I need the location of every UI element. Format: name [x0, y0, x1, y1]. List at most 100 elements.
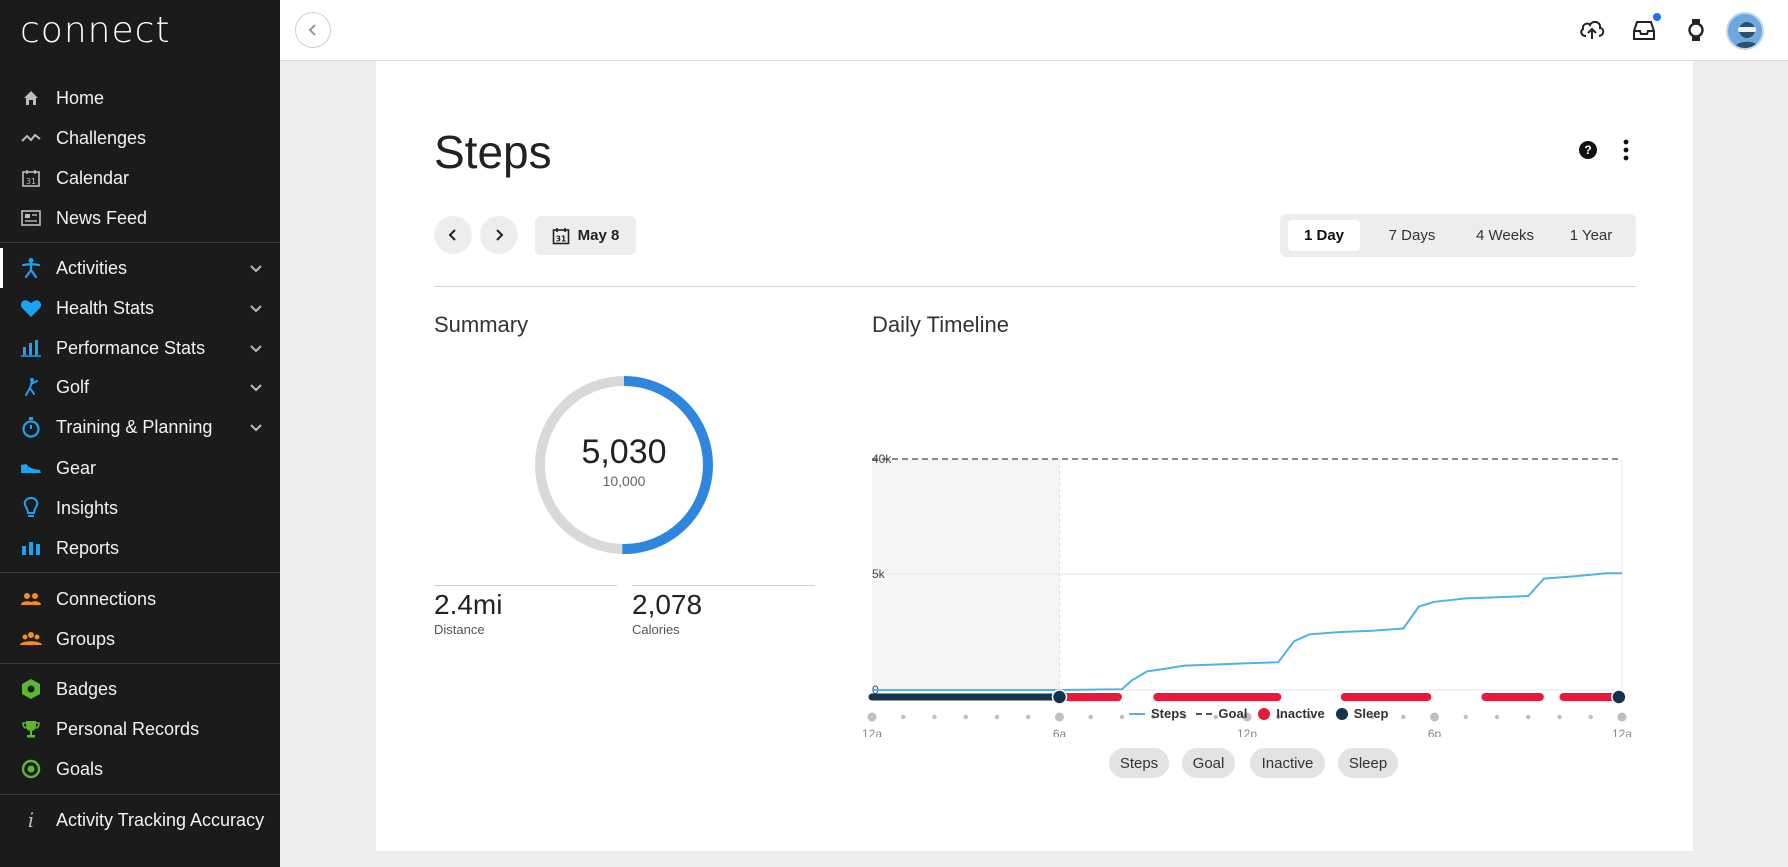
x-tick-label: 6p [1428, 727, 1442, 737]
hour-dot [1369, 714, 1375, 720]
range-selector: 1 Day 7 Days 4 Weeks 1 Year [1280, 214, 1636, 257]
sidebar-item-connections[interactable]: Connections [0, 579, 280, 619]
sidebar-divider [0, 572, 280, 573]
collapse-sidebar-button[interactable] [295, 12, 331, 48]
notification-dot [1653, 13, 1661, 21]
challenges-icon [20, 127, 42, 149]
sidebar-divider [0, 242, 280, 243]
tab-1-year[interactable]: 1 Year [1569, 227, 1613, 244]
chevron-down-icon[interactable] [248, 379, 264, 395]
sidebar-divider [0, 663, 280, 664]
sidebar-item-label: Connections [56, 588, 157, 609]
chevron-down-icon[interactable] [248, 260, 264, 276]
inbox-icon[interactable] [1630, 13, 1661, 44]
summary-title: Summary [434, 312, 529, 337]
sidebar-item-performance-stats[interactable]: Performance Stats [0, 328, 280, 368]
hour-dot [1242, 712, 1252, 722]
date-picker-button[interactable]: 31 May 8 [535, 216, 636, 255]
hour-dot [1463, 714, 1468, 720]
connections-icon [20, 588, 42, 610]
filter-goal-button[interactable]: Goal [1182, 748, 1235, 778]
sidebar-item-label: News Feed [56, 207, 148, 228]
steps-count: 5,030 [581, 433, 667, 471]
stopwatch-icon [20, 416, 42, 438]
previous-day-button[interactable] [434, 216, 472, 254]
shoe-icon [20, 457, 42, 479]
sidebar-item-insights[interactable]: Insights [0, 488, 280, 528]
sidebar-item-label: Reports [56, 537, 120, 558]
tab-4-weeks[interactable]: 4 Weeks [1475, 227, 1535, 244]
distance-label: Distance [434, 622, 485, 637]
calories-value: 2,078 [632, 589, 703, 620]
legend-inactive: Inactive [1276, 706, 1325, 721]
sidebar-item-badges[interactable]: Badges [0, 669, 280, 709]
page-title: Steps [434, 126, 552, 178]
watch-icon[interactable] [1682, 16, 1710, 44]
hour-dot [1276, 714, 1281, 720]
lightbulb-icon [20, 497, 42, 519]
upload-icon[interactable] [1578, 16, 1606, 44]
ring-progress [535, 376, 713, 554]
chevron-down-icon[interactable] [248, 419, 264, 435]
heart-icon [20, 297, 42, 319]
filter-inactive-button[interactable]: Inactive [1250, 748, 1325, 778]
sidebar-item-activity-tracking-accuracy[interactable]: i Activity Tracking Accuracy [0, 800, 280, 840]
sidebar-item-label: Badges [56, 678, 118, 699]
sidebar-item-calendar[interactable]: 31 Calendar [0, 158, 280, 198]
sidebar-item-reports[interactable]: Reports [0, 528, 280, 568]
connect-logo[interactable]: connect [20, 10, 171, 51]
sleep-start-marker-icon [1611, 689, 1627, 705]
hour-dot [1055, 712, 1064, 722]
svg-text:31: 31 [26, 177, 36, 186]
x-tick-label: 12p [1237, 727, 1257, 737]
sleep-legend-swatch [1335, 707, 1348, 720]
sidebar-item-challenges[interactable]: Challenges [0, 118, 280, 158]
legend-steps: Steps [1151, 706, 1187, 721]
sidebar-item-label: Personal Records [56, 718, 200, 739]
hour-dot [994, 714, 1000, 720]
sidebar-item-groups[interactable]: Groups [0, 619, 280, 659]
sidebar-item-activities[interactable]: Activities [0, 248, 280, 288]
sidebar-item-golf[interactable]: Golf [0, 367, 280, 407]
steps-progress-ring [535, 376, 713, 554]
steps-card: Steps ? 31 May 8 1 Day 7 Days 4 Weeks 1 … [376, 61, 1693, 851]
steps-goal: 10,000 [602, 473, 646, 489]
more-options-icon[interactable] [1621, 139, 1631, 161]
filter-sleep-button[interactable]: Sleep [1338, 748, 1398, 778]
tab-1-day[interactable]: 1 Day [1288, 220, 1360, 251]
inactive-legend-swatch [1258, 707, 1271, 720]
help-icon[interactable]: ? [1579, 141, 1597, 159]
daily-timeline-title: Daily Timeline [872, 312, 1009, 337]
filter-steps-button[interactable]: Steps [1109, 748, 1169, 778]
sidebar-item-label: Challenges [56, 127, 147, 148]
distance-value: 2.4mi [434, 589, 503, 620]
tab-7-days[interactable]: 7 Days [1388, 227, 1436, 244]
y-tick-label: 40k [872, 452, 892, 466]
date-label: May 8 [577, 227, 620, 244]
goal-legend-swatch [1196, 712, 1213, 715]
hour-dot [1119, 714, 1125, 720]
next-day-button[interactable] [480, 216, 518, 254]
chevron-down-icon[interactable] [248, 340, 264, 356]
avatar[interactable] [1726, 12, 1764, 50]
sidebar-item-home[interactable]: Home [0, 78, 280, 118]
sidebar-item-label: Gear [56, 457, 97, 478]
info-icon: i [27, 808, 35, 832]
sidebar-item-news-feed[interactable]: News Feed [0, 198, 280, 238]
sidebar-item-label: Training & Planning [56, 416, 213, 437]
sidebar-item-goals[interactable]: Goals [0, 749, 280, 789]
sidebar-item-training-planning[interactable]: Training & Planning [0, 407, 280, 447]
calories-divider [632, 585, 815, 586]
hour-dot [867, 712, 877, 722]
sidebar-item-gear[interactable]: Gear [0, 448, 280, 488]
sidebar-item-health-stats[interactable]: Health Stats [0, 288, 280, 328]
reports-icon [20, 537, 42, 559]
home-icon [20, 87, 42, 109]
sidebar-item-label: Golf [56, 376, 90, 397]
hour-dot [932, 714, 937, 720]
sidebar-item-personal-records[interactable]: Personal Records [0, 709, 280, 749]
chevron-down-icon[interactable] [248, 300, 264, 316]
activities-icon [20, 257, 42, 279]
badge-icon [20, 678, 42, 700]
golf-icon [20, 376, 42, 398]
